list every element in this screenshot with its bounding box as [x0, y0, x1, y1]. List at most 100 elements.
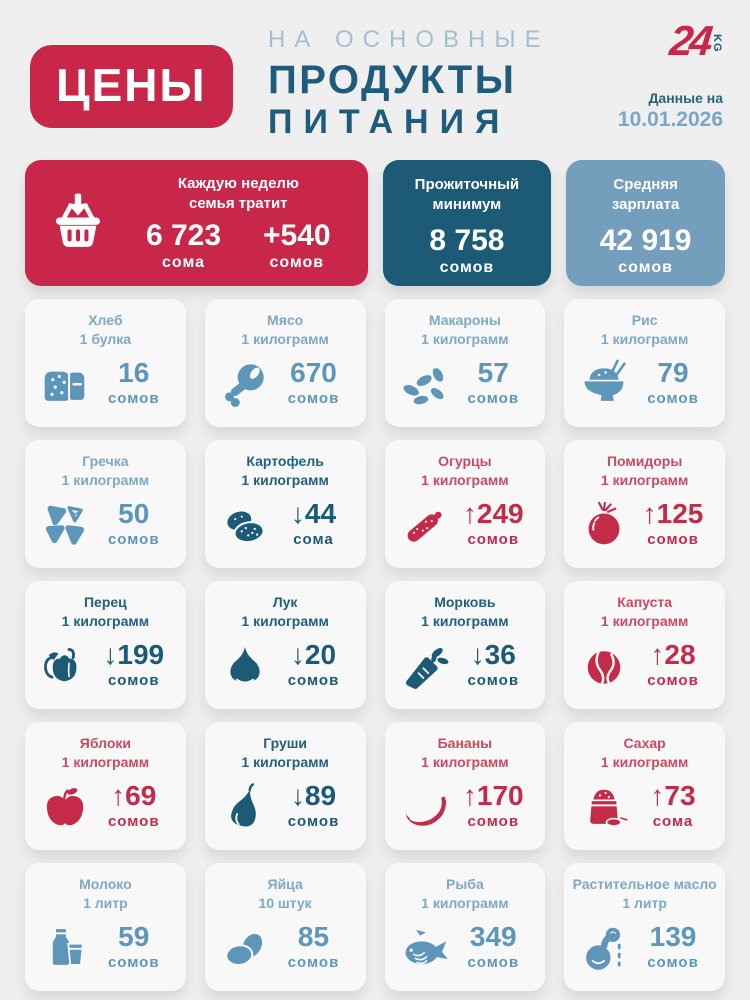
product-card-apple: Яблоки 1 килограмм ↑69 сомов [25, 722, 186, 850]
weekly-change-unit: сомов [269, 254, 325, 271]
onion-icon [219, 639, 271, 691]
product-quantity: 1 килограмм [421, 753, 509, 770]
eggs-icon [219, 921, 271, 973]
product-price: 50 [118, 497, 150, 529]
weekly-amount: 6 723 сома [146, 221, 221, 272]
product-price-unit: сомов [647, 530, 699, 548]
product-card-potato: Картофель 1 килограмм ↓44 сома [204, 440, 366, 568]
product-grid: Хлеб 1 булка 16 сомов Мясо 1 килограмм 6… [25, 299, 725, 991]
product-card-meat: Мясо 1 килограмм 670 сомов [204, 299, 366, 427]
product-card-milk: Молоко 1 литр 59 сомов [25, 863, 186, 991]
weekly-amount-unit: сома [162, 254, 205, 271]
minimum-title-line2: минимум [432, 195, 502, 213]
product-name: Яйца [267, 876, 303, 892]
product-price-unit: сомов [467, 389, 520, 407]
product-card-buckwheat: Гречка 1 килограмм 50 сомов [25, 440, 186, 568]
weekly-title-line2: семья тратит [189, 194, 288, 212]
product-name: Перец [83, 594, 127, 610]
weekly-change: +540 сомов [263, 221, 331, 272]
product-price: ↓199 [103, 638, 165, 670]
cabbage-icon [578, 639, 630, 691]
product-price-unit: сома [293, 530, 334, 548]
milk-icon [39, 921, 91, 973]
salary-unit: сомов [618, 259, 673, 276]
product-price-block: ↑249 сомов [454, 499, 532, 548]
rice-icon [578, 357, 630, 409]
product-quantity: 1 килограмм [421, 612, 509, 629]
product-quantity: 1 килограмм [421, 894, 509, 911]
weekly-amount-value: 6 723 [145, 219, 222, 252]
product-card-carrot: Морковь 1 килограмм ↓36 сомов [384, 581, 546, 709]
product-price-block: ↑125 сомов [634, 499, 712, 548]
product-card-tomato: Помидоры 1 килограмм ↑125 сомов [564, 440, 725, 568]
apple-icon [39, 780, 91, 832]
product-price: 349 [469, 920, 517, 952]
basket-arrow-down-icon [56, 193, 100, 247]
product-price: 79 [657, 356, 689, 388]
product-price-unit: сомов [287, 671, 340, 689]
title-line-1: НА ОСНОВНЫЕ [268, 26, 550, 53]
product-name: Сахар [623, 735, 666, 751]
product-quantity: 1 килограмм [241, 330, 329, 347]
product-price-block: ↓89 сомов [275, 779, 353, 830]
product-name: Молоко [79, 876, 132, 892]
product-price-block: ↑69 сомов [95, 781, 173, 830]
product-quantity: 1 булка [79, 330, 132, 347]
product-quantity: 1 литр [83, 894, 128, 911]
product-price-unit: сомов [647, 389, 699, 407]
product-name: Мясо [267, 312, 304, 328]
product-price: 57 [477, 356, 509, 388]
title-line-2: ПРОДУКТЫ [268, 58, 517, 102]
salary-title-line2: зарплата [611, 195, 680, 213]
minimum-value: 8 758 [429, 224, 505, 257]
product-card-eggs: Яйца 10 штук 85 сомов [204, 863, 366, 991]
product-quantity: 1 килограмм [61, 753, 150, 770]
product-price: ↑28 [650, 638, 696, 670]
product-quantity: 1 килограмм [241, 471, 329, 488]
product-price-block: ↓199 сомов [95, 638, 173, 689]
minimum-title-line1: Прожиточный [414, 176, 520, 193]
tomato-icon [578, 498, 630, 550]
product-price-unit: сомов [107, 671, 160, 689]
product-card-pepper: Перец 1 килограмм ↓199 сомов [25, 581, 186, 709]
banana-icon [399, 780, 451, 832]
product-price: ↑73 [650, 779, 696, 811]
page-title: НА ОСНОВНЫЕ ПРОДУКТЫ ПИТАНИЯ [268, 26, 550, 141]
product-name: Бананы [437, 735, 493, 751]
sugar-icon [578, 780, 630, 832]
product-price: 670 [290, 356, 337, 388]
title-line-3: ПИТАНИЯ [268, 103, 511, 141]
product-price-unit: сомов [287, 953, 340, 971]
product-name: Морковь [434, 594, 496, 610]
product-price-block: 59 сомов [95, 922, 173, 971]
product-price: ↓36 [470, 638, 516, 670]
weekly-change-value: +540 [263, 219, 331, 252]
product-card-onion: Лук 1 килограмм ↓20 сомов [204, 581, 366, 709]
product-name: Картофель [246, 453, 324, 469]
product-price-block: 139 сомов [634, 922, 712, 971]
pepper-icon [39, 639, 91, 691]
product-name: Хлеб [88, 312, 123, 328]
product-price-unit: сомов [287, 389, 340, 407]
product-name: Рыба [446, 876, 484, 892]
product-card-pear: Груши 1 килограмм ↓89 сомов [204, 722, 366, 850]
salary-title-line1: Средняя [613, 176, 678, 193]
product-price-unit: сомов [467, 530, 520, 548]
product-name: Яблоки [79, 735, 131, 751]
product-quantity: 1 килограмм [600, 753, 689, 770]
cucumber-icon [399, 498, 451, 550]
product-quantity: 1 килограмм [241, 612, 329, 629]
product-card-sugar: Сахар 1 килограмм ↑73 сома [564, 722, 725, 850]
product-price: ↓89 [290, 779, 337, 811]
header: ЦЕНЫ НА ОСНОВНЫЕ ПРОДУКТЫ ПИТАНИЯ 24 KG … [25, 0, 725, 152]
product-price: 16 [118, 356, 150, 388]
data-date: Данные на 10.01.2026 [618, 90, 723, 132]
product-quantity: 1 килограмм [600, 471, 689, 488]
average-salary-card: Средняя зарплата 42 919 сомов [566, 160, 725, 286]
product-card-pasta: Макароны 1 килограмм 57 сомов [384, 299, 546, 427]
product-price-block: 50 сомов [95, 497, 173, 548]
product-price-unit: сомов [467, 953, 520, 971]
product-price-unit: сомов [647, 953, 699, 971]
product-price-block: ↑28 сомов [634, 638, 712, 689]
